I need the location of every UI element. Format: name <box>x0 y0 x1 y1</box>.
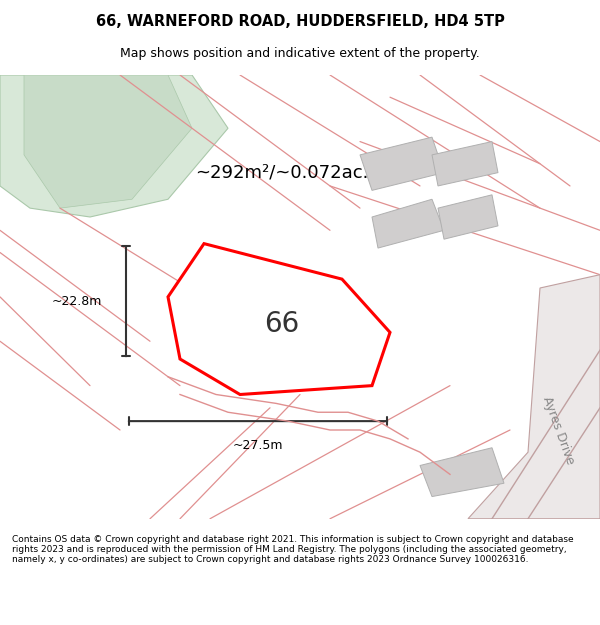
Text: Map shows position and indicative extent of the property.: Map shows position and indicative extent… <box>120 48 480 61</box>
Text: ~27.5m: ~27.5m <box>233 439 283 452</box>
Text: 66: 66 <box>265 309 299 338</box>
Polygon shape <box>372 199 444 248</box>
Polygon shape <box>168 244 390 394</box>
Polygon shape <box>438 195 498 239</box>
Polygon shape <box>24 75 192 208</box>
Polygon shape <box>468 274 600 519</box>
Text: ~22.8m: ~22.8m <box>52 295 102 308</box>
Text: Ayres Drive: Ayres Drive <box>539 394 577 466</box>
Polygon shape <box>264 274 336 324</box>
Polygon shape <box>432 141 498 186</box>
Text: 66, WARNEFORD ROAD, HUDDERSFIELD, HD4 5TP: 66, WARNEFORD ROAD, HUDDERSFIELD, HD4 5T… <box>95 14 505 29</box>
Polygon shape <box>420 448 504 496</box>
Polygon shape <box>360 137 444 191</box>
Text: Contains OS data © Crown copyright and database right 2021. This information is : Contains OS data © Crown copyright and d… <box>12 534 574 564</box>
Text: ~292m²/~0.072ac.: ~292m²/~0.072ac. <box>196 164 368 182</box>
Polygon shape <box>0 75 228 217</box>
